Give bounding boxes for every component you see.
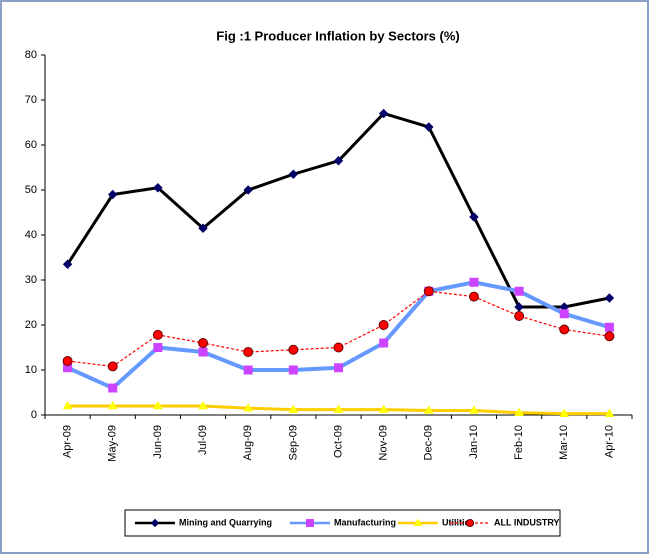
marker: [153, 401, 163, 410]
marker: [378, 108, 389, 119]
marker: [559, 309, 569, 319]
marker: [153, 183, 163, 193]
x-tick-label: Nov-09: [378, 425, 390, 460]
marker: [559, 324, 570, 335]
marker: [62, 259, 73, 269]
marker: [288, 344, 299, 355]
marker: [150, 518, 160, 528]
x-tick-label: Oct-09: [332, 425, 344, 458]
marker: [378, 320, 389, 330]
x-tick-label: May-09: [107, 425, 119, 462]
marker: [413, 518, 423, 526]
x-tick-label: Apr-09: [61, 425, 73, 458]
marker: [243, 403, 254, 412]
marker: [306, 519, 314, 527]
marker: [108, 189, 118, 200]
marker: [514, 286, 524, 296]
x-tick-label: Sep-09: [287, 425, 299, 460]
y-tick-label: 20: [25, 319, 37, 331]
marker: [198, 338, 209, 348]
marker: [469, 212, 479, 222]
marker: [107, 361, 118, 372]
y-tick-label: 30: [25, 274, 37, 286]
marker: [153, 343, 163, 352]
marker: [466, 519, 474, 527]
y-tick-label: 70: [25, 94, 37, 106]
chart-title: Fig :1 Producer Inflation by Sectors (%): [216, 28, 459, 43]
marker: [288, 404, 299, 413]
marker: [334, 363, 343, 373]
marker: [333, 342, 344, 353]
marker: [333, 404, 344, 413]
marker: [604, 331, 615, 342]
marker: [424, 122, 434, 132]
marker: [604, 408, 615, 417]
marker: [559, 408, 570, 417]
marker: [333, 156, 344, 166]
y-tick-label: 10: [25, 364, 37, 376]
marker: [423, 405, 434, 414]
marker: [514, 311, 525, 321]
marker: [423, 286, 434, 297]
x-tick-label: Feb-10: [513, 425, 525, 460]
marker: [469, 405, 479, 414]
marker: [198, 401, 208, 410]
y-tick-label: 60: [25, 139, 37, 151]
marker: [107, 401, 118, 410]
marker: [62, 356, 73, 366]
y-tick-label: 40: [25, 229, 37, 241]
marker: [604, 322, 614, 332]
legend-label: Manufacturing: [334, 517, 396, 527]
marker: [243, 347, 254, 357]
x-tick-label: Aug-09: [242, 425, 254, 460]
marker: [288, 365, 298, 375]
legend-label: ALL INDUSTRY: [494, 517, 560, 527]
marker: [243, 365, 253, 375]
y-tick-label: 0: [31, 409, 37, 421]
y-tick-label: 50: [25, 184, 37, 196]
x-tick-label: Apr-10: [603, 425, 615, 458]
legend-label: Mining and Quarrying: [179, 517, 272, 527]
x-tick-label: Mar-10: [558, 425, 570, 460]
marker: [198, 223, 208, 233]
marker: [469, 277, 479, 287]
marker: [198, 347, 208, 357]
x-tick-label: Jul-09: [197, 425, 209, 455]
x-tick-label: Dec-09: [423, 425, 435, 460]
marker: [152, 329, 163, 340]
legend-label: Utilities: [442, 517, 475, 527]
x-tick-label: Jan-10: [468, 425, 480, 459]
marker: [62, 401, 73, 410]
marker: [604, 293, 615, 303]
x-tick-label: Jun-09: [152, 425, 164, 459]
marker: [468, 291, 479, 302]
y-tick-label: 80: [25, 49, 37, 61]
marker: [108, 383, 118, 393]
marker: [379, 338, 389, 348]
marker: [514, 407, 524, 417]
marker: [288, 169, 299, 179]
marker: [378, 404, 389, 413]
marker: [243, 185, 253, 195]
